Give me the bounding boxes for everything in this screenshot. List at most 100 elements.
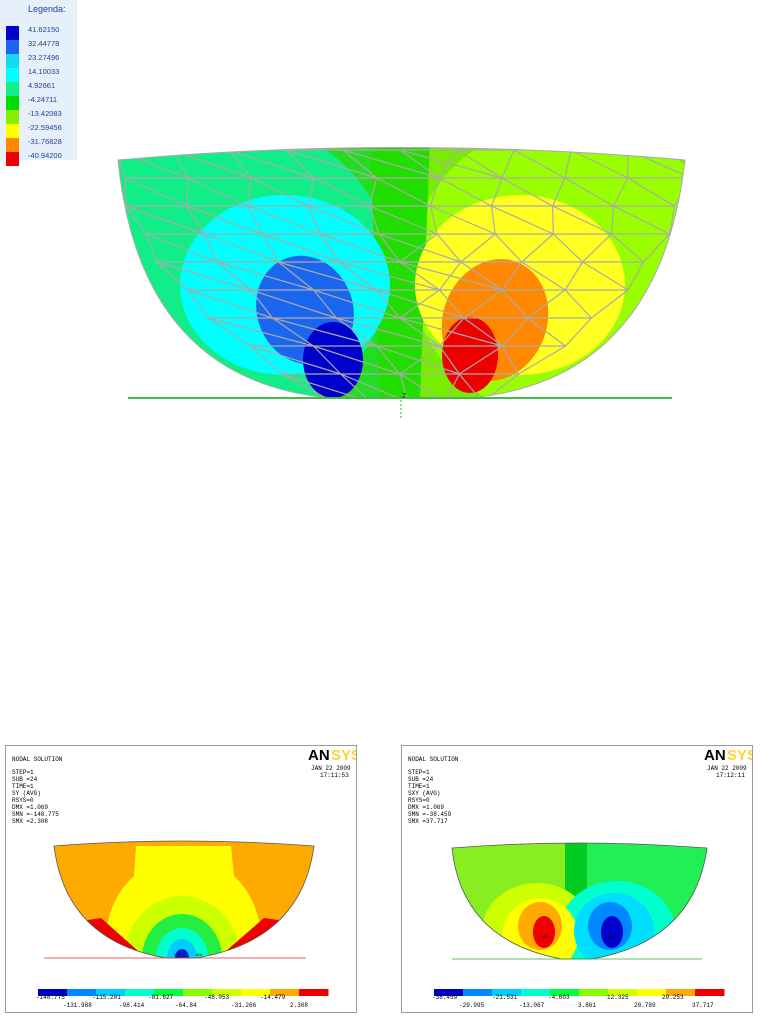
- legend-value: 32.44778: [28, 39, 59, 48]
- mesh-edge: [438, 261, 462, 291]
- colorbar-label: -13.067: [519, 1002, 545, 1009]
- legend-value: 14.10033: [28, 67, 59, 76]
- mesh-edge: [439, 345, 460, 375]
- info-line: NODAL SOLUTION: [408, 756, 459, 763]
- contour-band-right-5: [601, 916, 623, 948]
- mesh-edge: [627, 261, 644, 291]
- legend-value: -31.76828: [28, 137, 62, 146]
- info-line: SMN =-38.459: [408, 811, 452, 818]
- colorbar-segment: [579, 989, 609, 996]
- legend-swatch: [6, 82, 19, 96]
- colorbar-label: -14.479: [260, 994, 286, 1001]
- mesh-edge: [320, 233, 401, 263]
- legend-swatch: [6, 68, 19, 82]
- bowl-outline: [117, 147, 686, 399]
- mesh-edge: [518, 345, 566, 375]
- mesh-edge: [250, 345, 341, 375]
- mesh-edge: [307, 205, 322, 235]
- colorbar-segment: [695, 989, 725, 996]
- mesh-edge: [564, 261, 584, 291]
- mesh-edge: [145, 233, 158, 263]
- info-line: SY (AVG): [12, 790, 41, 797]
- node-label-mx: MX: [542, 934, 548, 939]
- mesh-edge: [521, 261, 566, 291]
- info-block: NODAL SOLUTION STEP=1 SUB =24 TIME=1 SY …: [12, 756, 63, 825]
- colorbar-segment: [299, 989, 329, 996]
- colorbar-segment: [212, 989, 242, 996]
- mesh-edge: [501, 149, 515, 179]
- mesh-edge: [610, 205, 615, 235]
- mesh-edge: [217, 261, 252, 291]
- mesh-edge: [308, 205, 380, 235]
- mesh-edge: [501, 261, 523, 291]
- info-line: SMX =2.308: [12, 818, 48, 825]
- mesh-edge: [228, 149, 315, 179]
- mesh-edge: [551, 205, 554, 235]
- mesh-edge: [277, 261, 315, 291]
- time-label: 17:12:11: [716, 772, 745, 779]
- mesh-edge: [494, 233, 523, 263]
- colorbar-label: -38.459: [432, 994, 458, 1001]
- colorbar-label: 29.253: [662, 994, 684, 1001]
- mesh-edge: [399, 289, 440, 319]
- panel-sxy-canvas: NODAL SOLUTION STEP=1 SUB =24 TIME=1 SXY…: [408, 747, 752, 1009]
- legend-value: 4.92661: [28, 81, 55, 90]
- colorbar-label: -31.266: [231, 1002, 257, 1009]
- legend-swatch: [6, 152, 19, 166]
- mesh-edge: [125, 205, 205, 235]
- logo-ghost: SYS: [727, 747, 752, 764]
- colorbar-segment: [38, 989, 68, 996]
- contour-band-teal: [156, 928, 208, 958]
- mesh-edge: [313, 345, 342, 375]
- colorbar-segment: [154, 989, 184, 996]
- contour-band-green: [142, 914, 222, 958]
- mesh-edge: [378, 233, 462, 263]
- info-line: STEP=1: [12, 769, 34, 776]
- mesh-edge: [368, 177, 378, 207]
- mesh-edge: [399, 345, 440, 375]
- mesh-edge: [313, 289, 401, 319]
- info-line: SMN =-148.775: [12, 811, 59, 818]
- mesh-edge: [429, 205, 438, 235]
- mesh-edge: [491, 205, 554, 235]
- mesh-edge: [376, 345, 401, 375]
- legend-swatch: [6, 26, 19, 40]
- mesh-edge: [185, 205, 206, 235]
- info-line: TIME=1: [12, 783, 34, 790]
- ansys-panel-sxy: NODAL SOLUTION STEP=1 SUB =24 TIME=1 SXY…: [401, 745, 753, 1013]
- mesh-edge: [313, 177, 370, 207]
- mesh-edge: [307, 177, 315, 207]
- ansys-logo: AN: [704, 747, 726, 764]
- mesh-edge: [125, 177, 187, 207]
- mesh-edge: [262, 233, 340, 263]
- mesh-edge: [285, 149, 377, 179]
- mesh-edge: [188, 177, 248, 207]
- legend-value: -22.59456: [28, 123, 62, 132]
- colorbar-segment: [67, 989, 97, 996]
- contour-band-cyan: [167, 939, 197, 958]
- panel-sy-canvas: NODAL SOLUTION STEP=1 SUB =24 TIME=1 SY …: [12, 747, 356, 1009]
- mesh-edge: [564, 289, 592, 319]
- mesh-edge: [338, 261, 377, 291]
- legend-value: 23.27496: [28, 53, 59, 62]
- node-label-mx: MX: [196, 952, 202, 957]
- colorbar: [38, 989, 329, 996]
- info-line: SUB =24: [12, 776, 38, 783]
- colorbar-segment: [463, 989, 493, 996]
- mesh-edge: [399, 233, 438, 263]
- legend-swatch: [6, 138, 19, 152]
- legend: Legenda: 41.62150 32.44778 23.27496 14.1003…: [0, 0, 77, 166]
- mesh-edge: [502, 317, 529, 347]
- colorbar-label: 2.308: [290, 1002, 308, 1009]
- info-line: STEP=1: [408, 769, 430, 776]
- colorbar-label: 3.861: [578, 1002, 596, 1009]
- legend-title: Legenda:: [28, 4, 66, 14]
- colorbar-segment: [637, 989, 667, 996]
- mesh-edge: [262, 233, 279, 263]
- mesh-edge: [399, 149, 503, 179]
- colorbar-segment: [492, 989, 522, 996]
- colorbar-label: -81.627: [148, 994, 174, 1001]
- mesh-edge: [369, 205, 438, 235]
- mesh-edge: [250, 289, 273, 319]
- info-line: TIME=1: [408, 783, 430, 790]
